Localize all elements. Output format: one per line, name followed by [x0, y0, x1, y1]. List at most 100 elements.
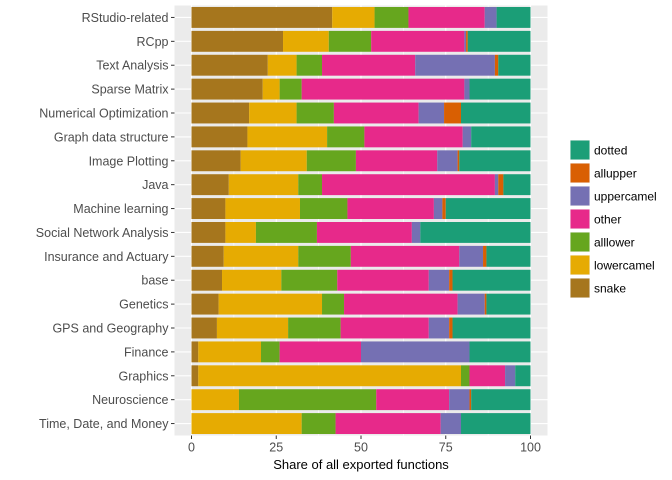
bar-segment-dotted	[452, 317, 531, 339]
bar-segment-lowercamel	[191, 389, 239, 411]
bar-segment-dotted	[469, 341, 531, 363]
bar-stack	[191, 54, 531, 76]
bar-segment-dotted	[486, 293, 531, 315]
bar-segment-snake	[191, 7, 333, 28]
legend-item-uppercamel: uppercamel	[570, 186, 657, 206]
legend-item-alllower: alllower	[570, 232, 635, 252]
bar-segment-alllower	[281, 269, 338, 291]
bar-segment-lowercamel	[262, 78, 280, 100]
y-tick-label: Graph data structure	[54, 130, 169, 144]
x-axis: 0 25 50 75 100	[188, 435, 541, 455]
bar-segment-other	[376, 389, 450, 411]
bar-segment-lowercamel	[228, 174, 299, 196]
legend-label: other	[594, 213, 621, 227]
bar-segment-snake	[191, 245, 224, 267]
bar-segment-alllower	[322, 293, 345, 315]
bar-segment-other	[337, 269, 429, 291]
legend-label: dotted	[594, 144, 627, 158]
bar-segment-lowercamel	[249, 102, 297, 124]
x-tick-label: 0	[188, 441, 195, 455]
bar-segment-snake	[191, 293, 219, 315]
bar-segment-other	[347, 198, 434, 219]
bar-stack	[191, 222, 531, 243]
bar-segment-dotted	[461, 413, 531, 434]
y-tick-label: base	[141, 274, 168, 288]
bar-segment-lowercamel	[332, 7, 375, 28]
bar-segment-uppercamel	[462, 126, 472, 148]
bar-segment-alllower	[327, 126, 365, 148]
bar-segment-other	[364, 126, 463, 148]
bar-segment-snake	[191, 54, 268, 76]
bar-segment-lowercamel	[198, 341, 261, 363]
bar-segment-uppercamel	[428, 317, 450, 339]
bar-segment-snake	[191, 126, 248, 148]
bar-segment-lowercamel	[283, 30, 329, 52]
bar-segment-snake	[191, 30, 284, 52]
y-tick-label: Sparse Matrix	[91, 83, 169, 97]
bar-segment-dotted	[498, 54, 531, 76]
bar-segment-allupper	[449, 317, 453, 339]
y-tick-label: Graphics	[118, 369, 168, 383]
bar-segment-allupper	[442, 198, 446, 219]
y-tick-label: Numerical Optimization	[39, 107, 168, 121]
bar-segment-allupper	[483, 245, 487, 267]
bar-segment-other	[316, 222, 412, 243]
bar-segment-uppercamel	[440, 413, 462, 434]
legend-swatch	[570, 140, 590, 160]
bar-segment-other	[301, 78, 465, 100]
bar-segment-alllower	[298, 174, 323, 196]
bar-segment-snake	[191, 78, 263, 100]
bar-segment-lowercamel	[222, 269, 282, 291]
bar-segment-other	[371, 30, 465, 52]
bar-segment-uppercamel	[411, 222, 421, 243]
bar-stack	[191, 245, 531, 267]
y-tick-label: RCpp	[137, 35, 169, 49]
bar-segment-alllower	[296, 102, 334, 124]
bar-segment-allupper	[494, 54, 499, 76]
bar-segment-alllower	[461, 365, 470, 387]
legend-item-other: other	[570, 209, 621, 229]
bar-segment-snake	[191, 198, 226, 219]
bar-segment-uppercamel	[505, 365, 516, 387]
bar-segment-dotted	[496, 7, 531, 28]
bar-segment-lowercamel	[191, 413, 302, 434]
bar-segment-snake	[191, 317, 217, 339]
legend-swatch	[570, 186, 590, 206]
bar-segment-snake	[191, 341, 199, 363]
bar-stack	[191, 413, 531, 434]
bar-segment-snake	[191, 150, 241, 172]
legend-label: allupper	[594, 167, 637, 181]
bar-segment-lowercamel	[218, 293, 323, 315]
bar-segment-lowercamel	[240, 150, 307, 172]
bar-stack	[191, 365, 531, 387]
bar-segment-uppercamel	[415, 54, 495, 76]
y-tick-label: Machine learning	[73, 202, 168, 216]
bar-segment-other	[340, 317, 429, 339]
x-tick-label: 100	[520, 441, 541, 455]
legend-label: snake	[594, 282, 626, 296]
bar-stack	[191, 269, 531, 291]
legend-swatch	[570, 255, 590, 275]
bar-segment-alllower	[238, 389, 377, 411]
bar-segment-snake	[191, 174, 229, 196]
bar-segment-uppercamel	[361, 341, 470, 363]
bar-segment-alllower	[296, 54, 323, 76]
y-axis: RStudio-related RCpp Text Analysis Sparse M…	[36, 11, 175, 431]
y-tick-label: Insurance and Actuary	[44, 250, 169, 264]
bar-segment-allupper	[466, 30, 468, 52]
bar-stack	[191, 198, 531, 219]
bar-segment-other	[335, 413, 441, 434]
bar-stack	[191, 293, 531, 315]
bar-stack	[191, 30, 531, 52]
bar-segment-alllower	[374, 7, 409, 28]
bar-segment-allupper	[469, 389, 472, 411]
bar-segment-alllower	[299, 198, 348, 219]
bar-segment-dotted	[467, 30, 531, 52]
bar-segment-other	[469, 365, 506, 387]
bar-segment-alllower	[328, 30, 372, 52]
y-tick-label: Text Analysis	[96, 59, 168, 73]
bar-stack	[191, 389, 531, 411]
x-tick-label: 50	[354, 441, 368, 455]
legend-swatch	[570, 163, 590, 183]
y-tick-label: Social Network Analysis	[36, 226, 169, 240]
